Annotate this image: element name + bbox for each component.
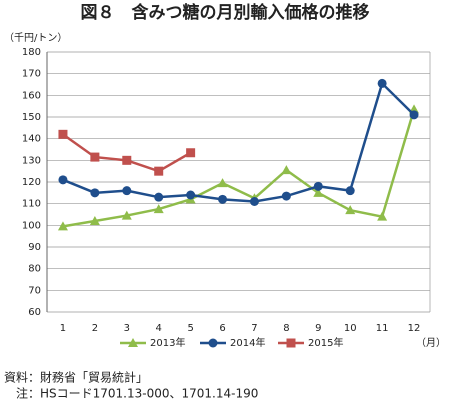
y-tick-label: 120	[22, 177, 41, 188]
marker	[313, 181, 323, 191]
marker	[122, 186, 132, 196]
marker	[58, 129, 68, 139]
marker	[186, 190, 196, 200]
marker	[377, 211, 388, 221]
x-tick-label: 5	[187, 323, 193, 334]
marker	[154, 166, 164, 176]
marker	[345, 205, 356, 215]
x-tick-label: 9	[315, 323, 321, 334]
marker	[377, 78, 387, 88]
y-tick-label: 170	[22, 69, 41, 80]
legend-label: 2014年	[230, 336, 265, 349]
y-tick-label: 60	[28, 307, 41, 318]
y-tick-label: 150	[22, 112, 41, 123]
marker	[90, 152, 100, 162]
y-tick-label: 90	[28, 242, 41, 253]
y-tick-label: 130	[22, 155, 41, 166]
marker	[281, 191, 291, 201]
marker	[153, 204, 164, 214]
note: 注：HSコード1701.13-000、1701.14-190	[4, 386, 258, 400]
marker	[409, 110, 419, 120]
x-tick-label: 1	[60, 323, 66, 334]
marker	[345, 186, 355, 196]
y-tick-label: 160	[22, 90, 41, 101]
series-line	[62, 81, 415, 203]
x-tick-label: 2	[92, 323, 98, 334]
marker	[286, 338, 296, 348]
marker	[217, 178, 228, 188]
y-tick-label: 80	[28, 264, 41, 275]
marker	[121, 210, 132, 220]
marker	[57, 221, 68, 231]
marker	[128, 338, 138, 347]
marker	[208, 338, 218, 348]
x-axis-label: （月）	[416, 337, 446, 349]
x-tick-label: 7	[251, 323, 257, 334]
legend-label: 2013年	[150, 336, 185, 349]
marker	[58, 175, 68, 185]
x-tick-label: 11	[376, 323, 389, 334]
marker	[218, 194, 228, 204]
x-tick-label: 3	[124, 323, 130, 334]
chart-title: 図８ 含みつ糖の月別輸入価格の推移	[81, 2, 370, 23]
y-tick-label: 180	[22, 47, 41, 58]
x-tick-label: 6	[219, 323, 225, 334]
marker	[313, 187, 324, 197]
note: 資料：財務省「貿易統計」	[4, 370, 148, 385]
x-tick-label: 12	[408, 323, 421, 334]
y-tick-label: 70	[28, 285, 41, 296]
x-tick-label: 10	[344, 323, 357, 334]
marker	[90, 188, 100, 198]
x-tick-label: 4	[156, 323, 162, 334]
marker	[186, 148, 196, 158]
marker	[281, 165, 292, 175]
y-axis-label: （千円/トン）	[4, 32, 67, 44]
series-line	[62, 133, 192, 173]
marker	[154, 192, 164, 202]
y-tick-label: 100	[22, 220, 41, 231]
y-tick-label: 140	[22, 134, 41, 145]
y-tick-label: 110	[22, 199, 41, 210]
legend-label: 2015年	[308, 336, 343, 349]
marker	[122, 155, 132, 165]
x-tick-label: 8	[283, 323, 289, 334]
series-line	[62, 109, 416, 228]
marker	[249, 197, 259, 206]
marker	[89, 216, 100, 225]
